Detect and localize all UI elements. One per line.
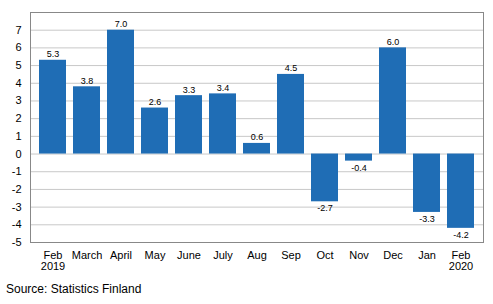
svg-text:July: July [213,249,233,261]
svg-text:-1: -1 [12,165,22,177]
svg-text:Nov: Nov [349,249,369,261]
svg-text:5.3: 5.3 [47,49,60,59]
svg-text:7.0: 7.0 [115,19,128,29]
svg-text:3.4: 3.4 [217,83,230,93]
svg-text:April: April [110,249,132,261]
svg-text:2.6: 2.6 [149,97,162,107]
svg-text:May: May [145,249,166,261]
svg-text:Feb2019: Feb2019 [41,249,65,272]
svg-text:-4: -4 [12,218,22,230]
svg-text:7: 7 [15,24,21,36]
svg-text:5: 5 [15,59,21,71]
html-text:Source: Statistics Finland: Source: Statistics Finland [6,282,142,296]
svg-text:Aug: Aug [247,249,267,261]
svg-text:Dec: Dec [383,249,403,261]
svg-text:6: 6 [15,41,21,53]
svg-text:Sep: Sep [281,249,301,261]
svg-text:0.6: 0.6 [251,132,264,142]
svg-text:3.8: 3.8 [81,76,94,86]
svg-text:June: June [177,249,201,261]
svg-text:-3: -3 [12,201,22,213]
svg-text:Jan: Jan [418,249,436,261]
svg-text:1: 1 [15,130,21,142]
svg-text:March: March [72,249,103,261]
svg-text:Feb2020: Feb2020 [449,249,473,272]
svg-text:6.0: 6.0 [387,37,400,47]
svg-text:3.3: 3.3 [183,85,196,95]
svg-text:-5: -5 [12,236,22,248]
svg-text:-4.2: -4.2 [453,230,469,240]
svg-text:Oct: Oct [316,249,333,261]
svg-text:2: 2 [15,112,21,124]
svg-text:-0.4: -0.4 [351,163,367,173]
svg-text:-2.7: -2.7 [317,203,333,213]
svg-text:-3.3: -3.3 [419,214,435,224]
svg-text:4: 4 [15,77,21,89]
svg-text:3: 3 [15,94,21,106]
svg-text:-2: -2 [12,183,22,195]
svg-text:0: 0 [15,148,21,160]
svg-text:4.5: 4.5 [285,63,298,73]
